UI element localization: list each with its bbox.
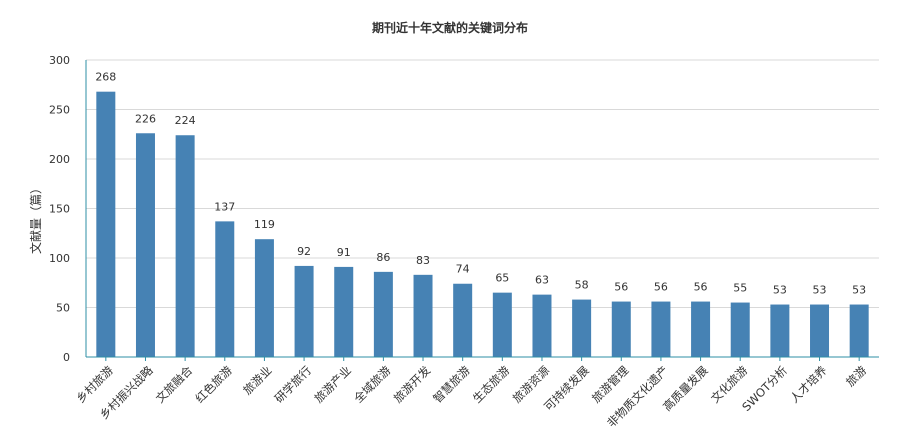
x-tick-label: 人才培养 xyxy=(787,363,830,406)
y-tick-label: 0 xyxy=(63,351,70,364)
bar[interactable] xyxy=(651,301,671,357)
value-label: 91 xyxy=(337,246,351,259)
chart-title: 期刊近十年文献的关键词分布 xyxy=(372,20,528,35)
value-label: 74 xyxy=(456,263,470,276)
bar[interactable] xyxy=(413,274,433,357)
y-tick-label: 150 xyxy=(49,203,70,216)
value-label: 92 xyxy=(297,245,311,258)
bar[interactable] xyxy=(453,283,473,357)
value-label: 268 xyxy=(95,71,116,84)
value-label: 65 xyxy=(495,272,509,285)
y-tick-label: 200 xyxy=(49,153,70,166)
value-label: 55 xyxy=(733,282,747,295)
bar[interactable] xyxy=(334,266,354,357)
value-label: 58 xyxy=(575,279,589,292)
x-tick-label: 旅游业 xyxy=(240,363,274,397)
x-tick-label: 生态旅游 xyxy=(470,363,513,406)
bar[interactable] xyxy=(770,304,790,357)
x-tick-label: 红色旅游 xyxy=(192,363,235,406)
bar[interactable] xyxy=(373,271,393,357)
x-tick-label: 旅游 xyxy=(843,363,870,390)
bar[interactable] xyxy=(135,133,155,357)
value-label: 56 xyxy=(694,281,708,294)
y-tick-label: 300 xyxy=(49,54,70,67)
bar[interactable] xyxy=(572,299,592,357)
bar[interactable] xyxy=(730,302,750,357)
y-tick-label: 50 xyxy=(56,302,70,315)
value-label: 53 xyxy=(773,284,787,297)
value-label: 224 xyxy=(175,114,196,127)
value-label: 56 xyxy=(614,281,628,294)
bar[interactable] xyxy=(691,301,711,357)
bar[interactable] xyxy=(611,301,631,357)
y-axis-label: 文献量（篇） xyxy=(28,182,43,254)
bar[interactable] xyxy=(492,292,512,357)
bar[interactable] xyxy=(254,239,274,357)
bar[interactable] xyxy=(96,91,116,358)
x-tick-label: 文旅融合 xyxy=(153,363,196,406)
bar[interactable] xyxy=(294,265,314,357)
y-axis-ticks: 0 50 100 150 200 250 300 xyxy=(49,54,70,364)
bars xyxy=(96,91,869,358)
x-tick-label: 智慧旅游 xyxy=(430,363,473,406)
value-label: 53 xyxy=(813,284,827,297)
value-label: 83 xyxy=(416,254,430,267)
x-tick-label: 旅游产业 xyxy=(311,363,353,405)
y-tick-label: 100 xyxy=(49,252,70,265)
y-tick-label: 250 xyxy=(49,104,70,117)
x-tick-label: 研学旅行 xyxy=(272,363,314,405)
value-labels: 268 226 224 137 119 92 91 86 83 74 65 63 58 56 56 56 55 5… xyxy=(95,71,866,297)
bar[interactable] xyxy=(175,135,195,357)
bar[interactable] xyxy=(849,304,869,357)
bar[interactable] xyxy=(532,294,552,357)
x-tick-label: 全域旅游 xyxy=(351,363,394,406)
value-label: 56 xyxy=(654,281,668,294)
x-tick-label: 旅游开发 xyxy=(391,363,434,406)
value-label: 119 xyxy=(254,218,275,231)
gridlines xyxy=(86,59,879,308)
value-label: 86 xyxy=(376,251,390,264)
value-label: 226 xyxy=(135,112,156,125)
value-label: 63 xyxy=(535,274,549,287)
bar[interactable] xyxy=(810,304,830,357)
value-label: 53 xyxy=(852,284,866,297)
bar[interactable] xyxy=(215,221,235,357)
value-label: 137 xyxy=(214,200,235,213)
